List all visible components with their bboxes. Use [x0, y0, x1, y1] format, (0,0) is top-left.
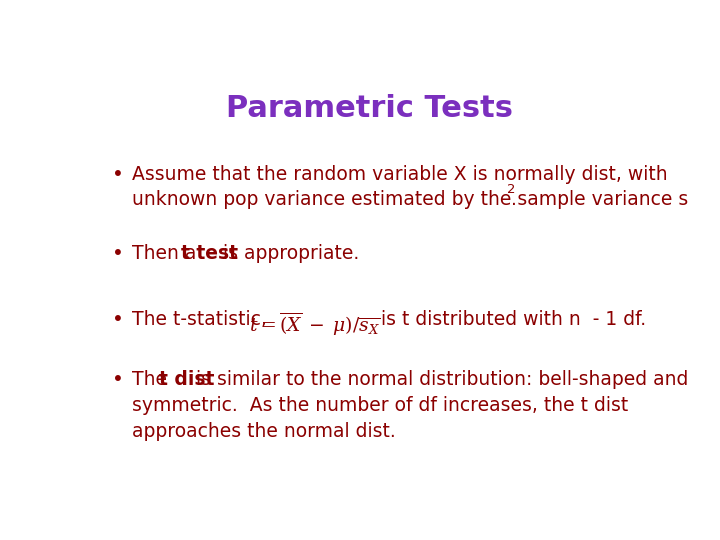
Text: $t = \overline{(X}\;-\;\mu)/\overline{s_X}$: $t = \overline{(X}\;-\;\mu)/\overline{s_…	[249, 310, 380, 338]
Text: is t distributed with n  - 1 df.: is t distributed with n - 1 df.	[374, 310, 646, 329]
Text: Then a: Then a	[132, 244, 202, 262]
Text: •: •	[112, 165, 124, 184]
Text: 2: 2	[507, 183, 516, 196]
Text: t dist: t dist	[158, 370, 214, 389]
Text: symmetric.  As the number of df increases, the t dist: symmetric. As the number of df increases…	[132, 396, 628, 415]
Text: t test: t test	[181, 244, 238, 262]
Text: is similar to the normal distribution: bell-shaped and: is similar to the normal distribution: b…	[190, 370, 689, 389]
Text: •: •	[112, 370, 124, 389]
Text: approaches the normal dist.: approaches the normal dist.	[132, 422, 395, 441]
Text: The: The	[132, 370, 173, 389]
Text: •: •	[112, 244, 124, 262]
Text: .: .	[511, 191, 517, 210]
Text: Parametric Tests: Parametric Tests	[225, 94, 513, 123]
Text: The t-statistic,: The t-statistic,	[132, 310, 273, 329]
Text: unknown pop variance estimated by the sample variance s: unknown pop variance estimated by the sa…	[132, 191, 688, 210]
Text: •: •	[112, 310, 124, 329]
Text: Assume that the random variable X is normally dist, with: Assume that the random variable X is nor…	[132, 165, 667, 184]
Text: is appropriate.: is appropriate.	[217, 244, 359, 262]
